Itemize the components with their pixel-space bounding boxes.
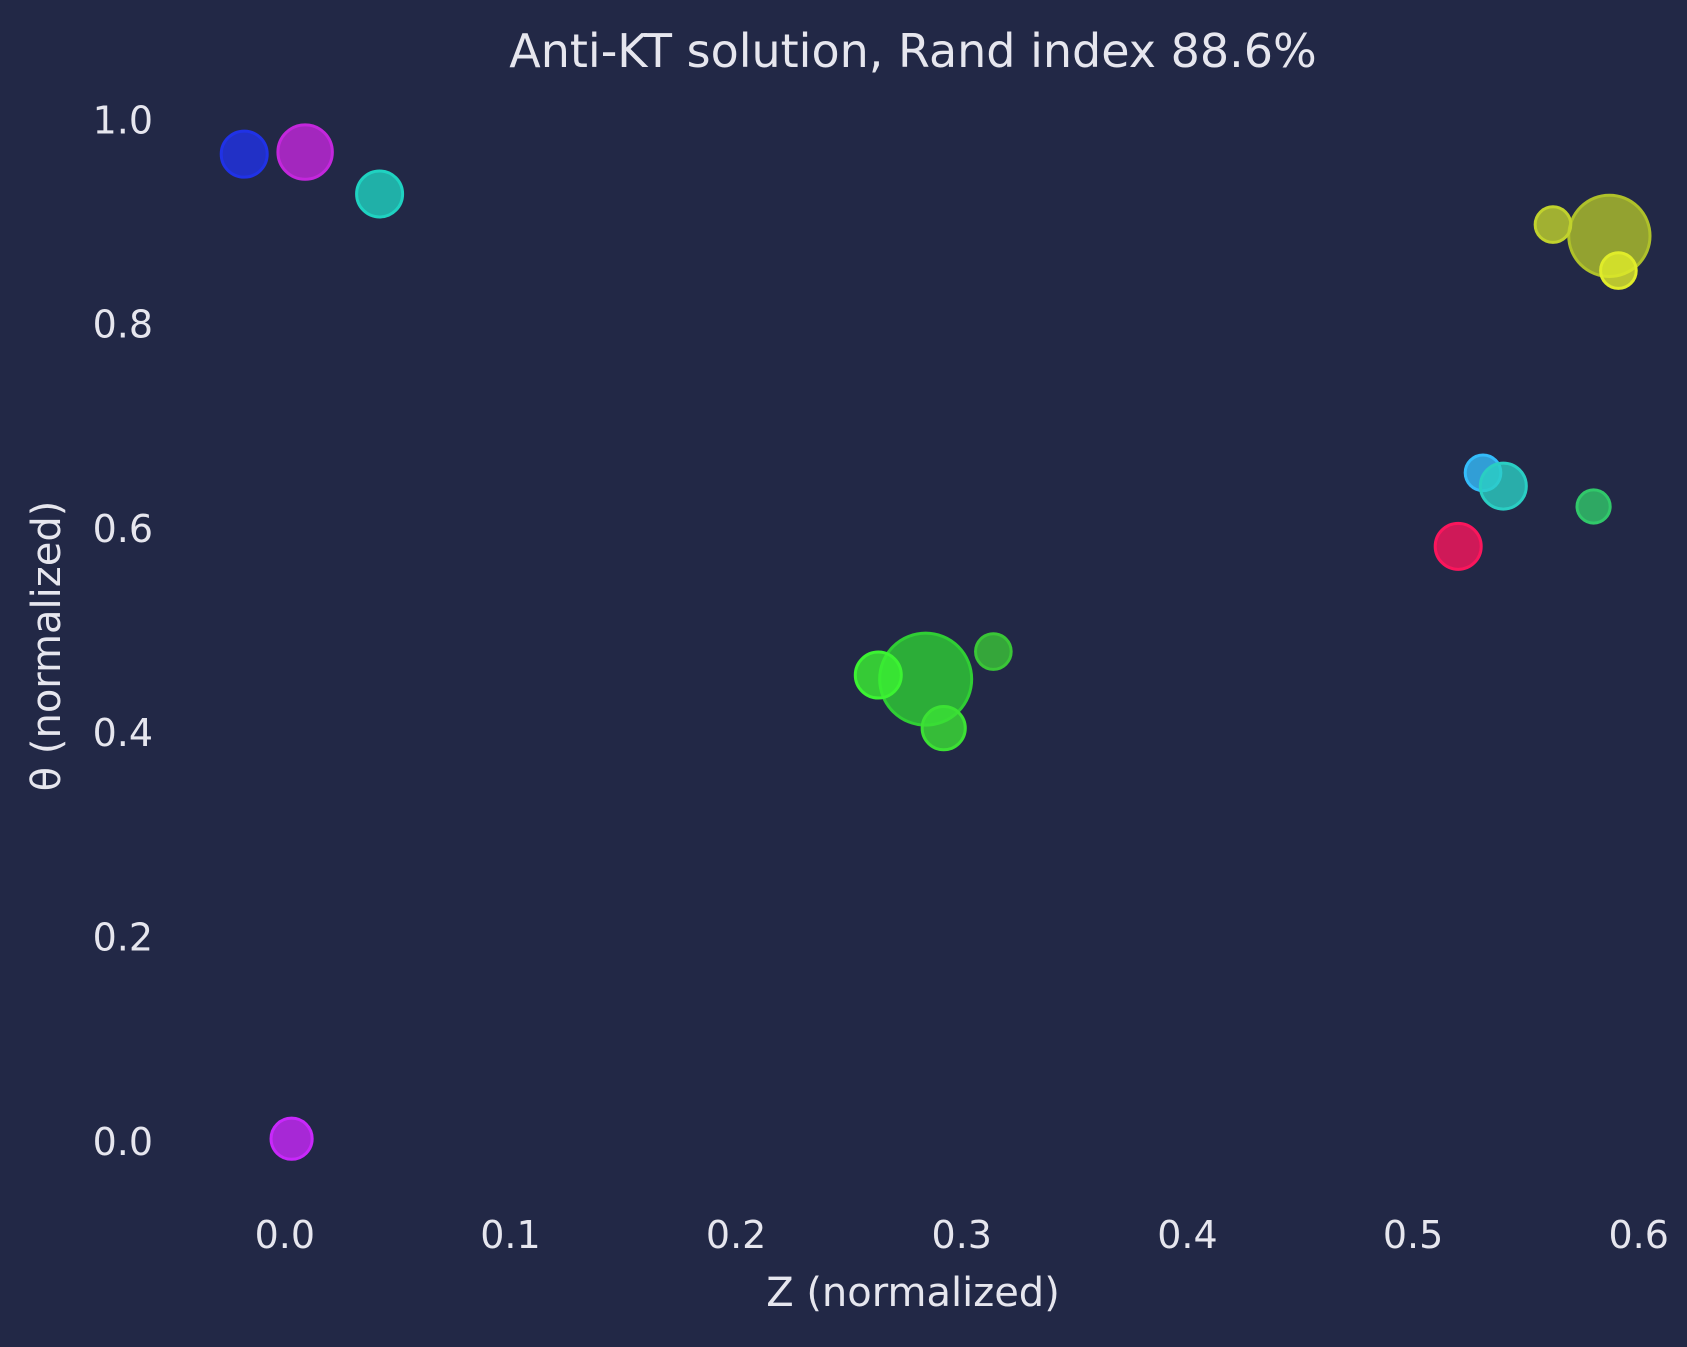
data-points bbox=[219, 123, 1652, 1161]
data-point bbox=[974, 632, 1013, 671]
data-point bbox=[1478, 461, 1528, 511]
data-point bbox=[276, 123, 334, 181]
data-point bbox=[1575, 488, 1612, 525]
y-tick-label: 0.8 bbox=[93, 303, 153, 347]
data-point bbox=[1533, 205, 1573, 244]
data-point bbox=[219, 129, 269, 179]
y-tick-label: 1.0 bbox=[93, 98, 153, 142]
x-axis-label: Z (normalized) bbox=[766, 1270, 1060, 1316]
chart-title: Anti-KT solution, Rand index 88.6% bbox=[509, 24, 1316, 78]
data-point bbox=[853, 650, 903, 700]
y-tick-label: 0.6 bbox=[93, 507, 153, 551]
x-tick-label: 0.1 bbox=[480, 1213, 540, 1257]
x-tick-label: 0.3 bbox=[932, 1213, 992, 1257]
data-point bbox=[355, 169, 405, 219]
x-tick-label: 0.2 bbox=[706, 1213, 766, 1257]
data-point bbox=[1433, 521, 1483, 571]
data-point bbox=[1599, 251, 1638, 290]
x-tick-label: 0.5 bbox=[1383, 1213, 1443, 1257]
x-tick-label: 0.0 bbox=[255, 1213, 315, 1257]
data-point bbox=[269, 1116, 314, 1161]
y-tick-label: 0.0 bbox=[93, 1120, 153, 1164]
x-tick-label: 0.4 bbox=[1157, 1213, 1217, 1257]
y-axis-label: θ (normalized) bbox=[24, 501, 70, 792]
y-tick-label: 0.4 bbox=[93, 711, 153, 755]
y-axis-ticks: 0.0 0.2 0.4 0.6 0.8 1.0 bbox=[93, 98, 153, 1163]
x-axis-ticks: 0.0 0.1 0.2 0.3 0.4 0.5 0.6 bbox=[255, 1213, 1669, 1257]
y-tick-label: 0.2 bbox=[93, 916, 153, 960]
x-tick-label: 0.6 bbox=[1608, 1213, 1668, 1257]
data-point bbox=[920, 705, 967, 752]
